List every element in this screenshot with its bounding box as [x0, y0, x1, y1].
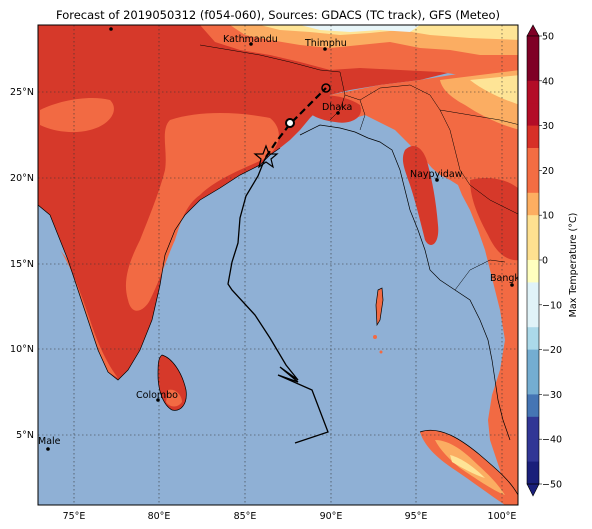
- lat-tick-15: 15°N: [10, 259, 34, 270]
- city-label-naypyidaw: Naypyidaw: [410, 169, 463, 180]
- tc-forecast-point-icon: [285, 118, 295, 128]
- coastlines: [38, 124, 518, 496]
- colorbar-cell: [527, 439, 539, 463]
- colorbar-cell: [527, 372, 539, 395]
- colorbar-cell: [527, 304, 539, 328]
- map-title: Forecast of 2019050312 (f054-060), Sourc…: [56, 8, 500, 22]
- myanmar-hot: [402, 145, 439, 245]
- colorbar-tick-label: 0: [542, 256, 548, 267]
- lat-tick-5: 5°N: [16, 430, 34, 441]
- himalaya-cold: [300, 25, 420, 32]
- colorbar-tick-label: 20: [542, 166, 554, 177]
- colorbar-cell: [527, 260, 539, 283]
- city-label-male: Male: [38, 436, 61, 447]
- tc-track-past: [227, 156, 329, 444]
- colorbar: 50 40 30 20 10 0 −10 −20 −30 −40 −50 Max Temperatu…: [526, 24, 579, 497]
- tc-forecast-end-icon: [321, 83, 331, 93]
- colorbar-tick-label: −40: [542, 435, 562, 446]
- colorbar-cell: [527, 282, 539, 306]
- colorbar-cell: [527, 58, 539, 82]
- colorbar-max-arrow: [526, 24, 540, 37]
- city-label-thimphu: Thimphu: [304, 38, 347, 49]
- colorbar-cell: [527, 215, 539, 239]
- colorbar-tick-label: −20: [542, 345, 562, 356]
- sri-lanka-warm: [166, 389, 182, 407]
- lat-axis: 5°N 10°N 15°N 20°N 25°N: [10, 87, 34, 441]
- colorbar-cell: [527, 148, 539, 171]
- colorbar-tick-label: −10: [542, 300, 562, 311]
- city-label-colombo: Colombo: [136, 390, 178, 401]
- colorbar-cell: [527, 394, 539, 418]
- colorbar-tick-label: −30: [542, 390, 562, 401]
- sumatra-cool: [450, 455, 485, 478]
- lat-tick-25: 25°N: [10, 87, 34, 98]
- city-label-bangkok: Bangkok: [490, 273, 531, 284]
- colorbar-ticks: 50 40 30 20 10 0 −10 −20 −30 −40 −50: [539, 32, 562, 491]
- colorbar-tick-label: −50: [542, 480, 562, 491]
- india-landmass: [38, 25, 518, 380]
- lon-tick-75: 75°E: [63, 511, 86, 522]
- colorbar-cell: [527, 36, 539, 59]
- colorbar-label: Max Temperature (°C): [568, 213, 579, 318]
- city-label-dhaka: Dhaka: [322, 102, 352, 113]
- colorbar-cell: [527, 327, 539, 351]
- southeast-asia-land: [330, 65, 518, 505]
- india-north-warm: [40, 98, 114, 133]
- colorbar-tick-label: 30: [542, 121, 554, 132]
- tc-track-forecast: [265, 87, 327, 158]
- colorbar-tick-label: 40: [542, 76, 554, 87]
- lon-axis: 75°E 80°E 85°E 90°E 95°E 100°E: [63, 511, 517, 522]
- colorbar-cell: [527, 416, 539, 440]
- colorbar-cell: [527, 80, 539, 104]
- lon-tick-80: 80°E: [148, 511, 171, 522]
- bangladesh-hot: [300, 95, 361, 123]
- colorbar-cell: [527, 461, 539, 485]
- lon-tick-100: 100°E: [488, 511, 517, 522]
- colorbar-tick-label: 10: [542, 211, 554, 222]
- map-frame: [37, 24, 519, 506]
- colorbar-tick-label: 50: [542, 32, 554, 43]
- map-panel: Kathmandu Thimphu Dhaka Naypyidaw Bangko…: [38, 25, 531, 505]
- lat-tick-10: 10°N: [10, 344, 34, 355]
- lon-tick-85: 85°E: [234, 511, 257, 522]
- colorbar-cell: [527, 170, 539, 194]
- andaman-islands: [376, 288, 383, 325]
- lat-tick-20: 20°N: [10, 173, 34, 184]
- country-borders: [199, 44, 518, 291]
- graticule: [38, 25, 518, 505]
- colorbar-cell: [527, 103, 539, 127]
- colorbar-min-arrow: [526, 483, 540, 497]
- yunnan-cool: [470, 75, 518, 105]
- thailand-hot: [470, 178, 518, 261]
- colorbar-cell: [527, 192, 539, 216]
- colorbar-cell: [527, 349, 539, 373]
- colorbar-cell: [527, 125, 539, 149]
- colorbar-cells: [527, 36, 539, 485]
- lon-tick-95: 95°E: [405, 511, 428, 522]
- colorbar-cell: [527, 237, 539, 261]
- tc-current-position-icon: [253, 144, 279, 169]
- city-label-kathmandu: Kathmandu: [223, 34, 278, 45]
- lon-tick-90: 90°E: [320, 511, 343, 522]
- city-markers: [46, 27, 514, 451]
